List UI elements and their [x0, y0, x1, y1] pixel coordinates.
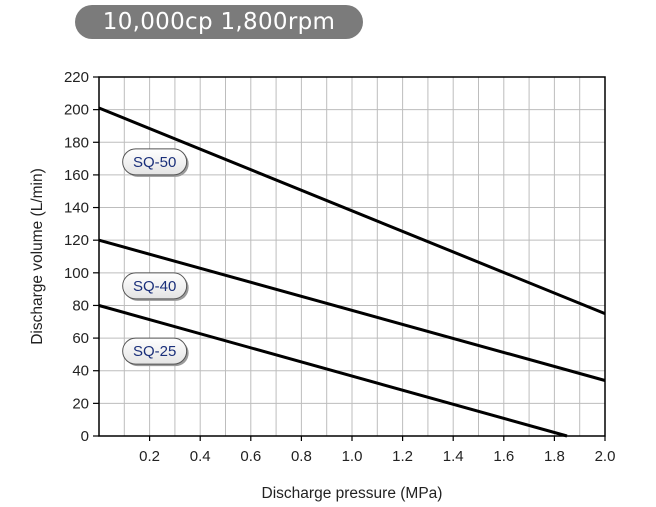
y-axis-title: Discharge volume (L/min) [29, 168, 46, 345]
x-axis-title: Discharge pressure (MPa) [262, 485, 443, 502]
x-tick-label: 0.2 [139, 448, 160, 465]
series-label-pill [122, 148, 188, 176]
chart-title: 10,000cp 1,800rpm [75, 5, 363, 39]
series-line-sq-25 [98, 304, 568, 438]
x-tick-label: 1.6 [493, 448, 514, 465]
y-tick-label: 100 [64, 265, 89, 282]
series-labels: SQ-50 SQ-40 SQ-25 [122, 148, 189, 367]
x-tick-label: 2.0 [595, 448, 616, 465]
y-tick-label: 220 [64, 69, 89, 86]
series-label-pill [122, 272, 188, 300]
series-label-sq-40: SQ-40 [133, 278, 176, 295]
series-line-sq-40 [98, 238, 606, 382]
x-tick-label: 0.8 [291, 448, 312, 465]
y-tick-label: 80 [72, 297, 89, 314]
y-tick-label: 0 [81, 428, 89, 445]
grid-lines [99, 77, 605, 436]
x-tick-label: 1.0 [342, 448, 363, 465]
series-label-sq-25: SQ-25 [133, 343, 176, 360]
x-tick-label: 1.8 [544, 448, 565, 465]
y-axis-ticks: 0 20 40 60 80 100 120 140 160 180 200 220 [64, 69, 99, 445]
y-tick-label: 160 [64, 167, 89, 184]
x-tick-label: 0.6 [240, 448, 261, 465]
y-tick-label: 140 [64, 200, 89, 217]
x-axis-ticks: 0.2 0.4 0.6 0.8 1.0 1.2 1.4 1.6 1.8 2.0 [139, 436, 615, 465]
y-tick-label: 200 [64, 102, 89, 119]
x-tick-label: 0.4 [190, 448, 211, 465]
y-tick-label: 120 [64, 232, 89, 249]
y-tick-label: 20 [72, 395, 89, 412]
series-lines [98, 106, 606, 438]
x-tick-label: 1.4 [443, 448, 464, 465]
series-label-sq-50: SQ-50 [133, 154, 176, 171]
series-label-pill [122, 337, 188, 365]
y-tick-label: 180 [64, 134, 89, 151]
x-tick-label: 1.2 [392, 448, 413, 465]
series-line-sq-50 [98, 106, 606, 315]
y-tick-label: 40 [72, 363, 89, 380]
y-tick-label: 60 [72, 330, 89, 347]
